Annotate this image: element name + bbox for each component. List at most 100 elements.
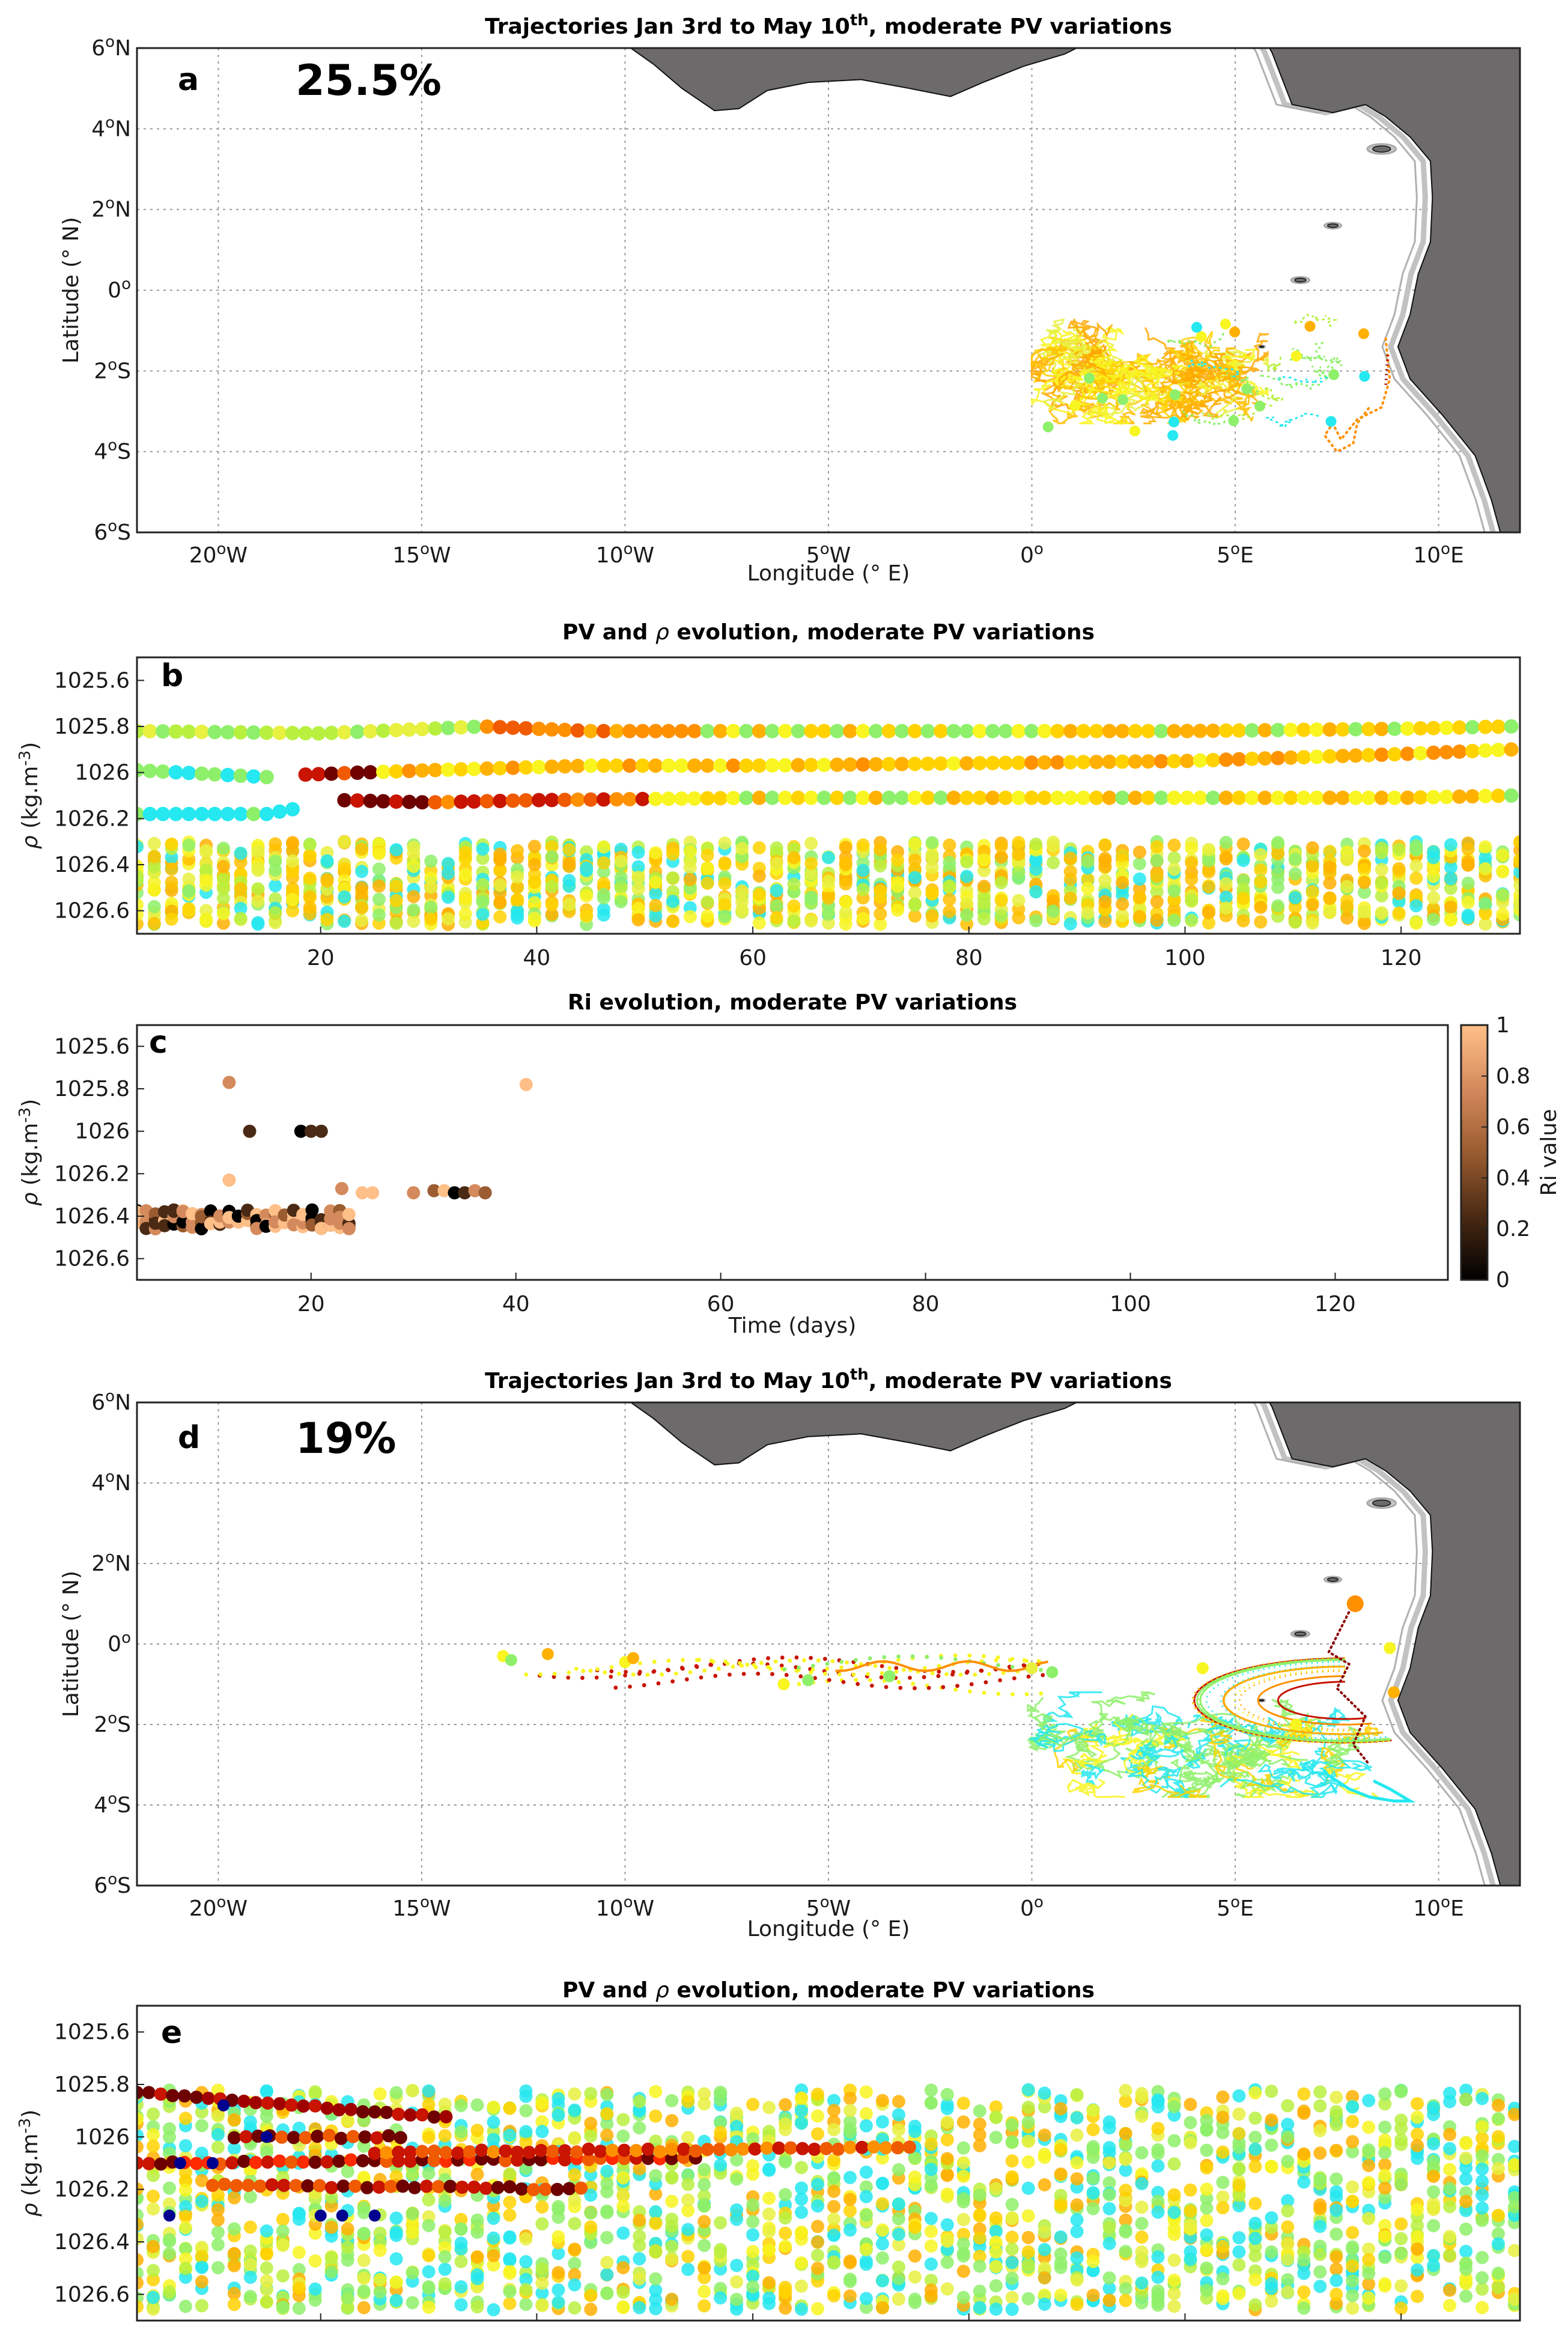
panel-d-trajectory-dot [617, 1672, 621, 1676]
panel-d-trajectory [1196, 1658, 1391, 1743]
panel-b-point [934, 723, 948, 738]
panel-b-point [355, 881, 369, 895]
panel-e-point [538, 2182, 552, 2196]
panel-b-point [804, 867, 818, 881]
panel-e-point [584, 2188, 598, 2202]
panel-b-point [614, 854, 628, 868]
panel-e-point [260, 2247, 273, 2260]
panel-a-island [1372, 145, 1391, 153]
panel-b-point [1465, 789, 1480, 804]
ri-colorbar-tick-label: 0 [1496, 1268, 1510, 1292]
panel-e-point [1151, 2143, 1165, 2157]
panel-e-point [535, 2217, 549, 2230]
panel-e-point [438, 2097, 452, 2111]
panel-b-point [1218, 790, 1233, 805]
panel-b-point [856, 912, 870, 925]
panel-e-point [989, 2279, 1003, 2293]
panel-e-point [827, 2212, 840, 2226]
panel-e-point [487, 2231, 500, 2245]
panel-b-point [700, 791, 715, 806]
panel-b-point [220, 725, 236, 740]
panel-e-point [380, 2146, 394, 2160]
panel-b-point [1153, 790, 1168, 805]
panel-e-point [389, 2226, 403, 2239]
panel-d-trajectory [1223, 1666, 1383, 1735]
panel-e-point [584, 2087, 598, 2101]
panel-e-point [475, 2143, 488, 2157]
panel-e-point [811, 2199, 824, 2213]
panel-b-point [1271, 899, 1285, 913]
panel-b-point [1409, 899, 1423, 913]
panel-e-point [1313, 2280, 1327, 2294]
panel-b-point [925, 886, 939, 900]
panel-b-point [1427, 851, 1441, 865]
panel-b-point [895, 723, 910, 738]
panel-b-point [1348, 722, 1363, 737]
panel-e-point [1005, 2291, 1019, 2304]
panel-e-point [811, 2109, 824, 2123]
panel-d-trajectory-dot [810, 1667, 815, 1672]
panel-b-point [1283, 750, 1298, 765]
panel-e-point [1346, 2274, 1360, 2288]
panel-e-point [142, 2157, 156, 2170]
panel-b-point [234, 912, 248, 925]
panel-e-point [1102, 2271, 1116, 2285]
panel-d-trajectory-dot [996, 1663, 1000, 1667]
panel-e-point [697, 2163, 711, 2176]
panel-e-point [892, 2260, 905, 2274]
panel-b-point [1132, 910, 1146, 924]
panel-b-point [216, 916, 230, 930]
panel-b-point [1271, 723, 1286, 737]
panel-b-point [476, 878, 490, 892]
panel-b-point [467, 761, 482, 776]
panel-e-point [1054, 2199, 1068, 2212]
panel-b-point [234, 901, 248, 915]
panel-b-point [1513, 897, 1520, 911]
panel-e-point [1167, 2300, 1181, 2313]
panel-d-trajectory-dot [588, 1669, 593, 1673]
panel-a-start-marker [1096, 392, 1108, 404]
panel-e-point [154, 2087, 168, 2101]
panel-d-trajectory-dot [873, 1664, 878, 1668]
panel-b-point [1063, 891, 1077, 905]
panel-e-point [956, 2170, 970, 2183]
panel-e-point [137, 2276, 144, 2290]
panel-a-trajectory [1140, 392, 1201, 425]
panel-a-trajectory [1384, 355, 1390, 388]
panel-e-point [470, 2098, 484, 2112]
panel-d-trajectory-dot [936, 1673, 941, 1678]
panel-d-trajectory [1199, 1659, 1390, 1742]
panel-b-point [1076, 723, 1091, 738]
panel-b-point [518, 793, 533, 808]
panel-e-point [1151, 2093, 1165, 2107]
panel-b-point [1185, 841, 1199, 855]
panel-e-point [1119, 2127, 1132, 2140]
panel-e-point [324, 2265, 338, 2279]
panel-d-trajectory-dot [825, 1661, 830, 1666]
panel-d-start-marker [883, 1670, 896, 1682]
panel-b-point [1309, 722, 1324, 737]
panel-b-point [1236, 854, 1250, 867]
panel-e-point [356, 2154, 369, 2167]
panel-e-point [924, 2224, 938, 2238]
panel-e-point [522, 2146, 536, 2160]
panel-e-point [714, 2086, 728, 2099]
panel-b-point [674, 723, 689, 738]
panel-e-point [779, 2239, 792, 2253]
panel-c: Ri evolution, moderate PV variations 102… [16, 990, 1561, 1338]
panel-b-point [718, 857, 732, 871]
panel-b-point [816, 790, 831, 805]
panel-e-point [1005, 2170, 1019, 2184]
panel-d-trajectory [1130, 1735, 1179, 1760]
panel-e-point [415, 2108, 429, 2122]
panel-d-trajectory-dot [908, 1675, 912, 1680]
panel-e-point [746, 2245, 760, 2259]
panel-e-point [1492, 2237, 1505, 2251]
panel-e-point [633, 2214, 646, 2227]
panel-e-xtick-label: 80 [955, 2333, 983, 2335]
panel-e-point [1297, 2087, 1311, 2101]
panel-e-point [439, 2110, 453, 2123]
panel-c-point [519, 1077, 533, 1091]
panel-b-point [376, 723, 390, 738]
panel-e-point [1394, 2137, 1408, 2151]
